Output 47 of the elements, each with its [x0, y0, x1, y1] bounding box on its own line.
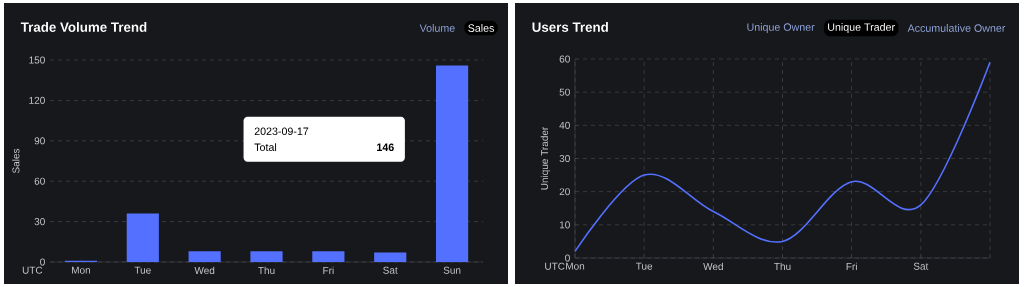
bar	[188, 251, 221, 262]
bar	[436, 65, 469, 262]
text: Volume	[419, 24, 455, 32]
x-axis-title: UTC	[22, 266, 43, 274]
text: Accumulative Owner	[907, 24, 1006, 32]
chart-title: Users Trend	[532, 22, 608, 32]
y-tick-label: 10	[559, 221, 570, 229]
x-axis-title: UTC	[545, 262, 565, 270]
x-tick-label: Mon	[566, 262, 585, 270]
y-tick-label: 40	[559, 121, 570, 129]
x-tick-label: Thu	[258, 266, 275, 275]
y-tick-label: 150	[29, 56, 45, 64]
bar	[126, 213, 159, 262]
text: Sales	[468, 24, 495, 32]
bar	[374, 252, 407, 262]
y-tick-label: 90	[34, 137, 45, 145]
bar	[312, 251, 345, 262]
line-series	[574, 61, 991, 253]
y-axis-title: Sales	[12, 148, 20, 174]
annotation: Total	[254, 143, 277, 152]
y-tick-label: 120	[29, 96, 45, 104]
annotation: 2023-09-17	[254, 127, 309, 136]
y-tick-label: 50	[559, 88, 570, 96]
x-tick-label: Wed	[194, 266, 215, 275]
y-axis-title: Unique Trader	[540, 126, 551, 190]
annotation: 146	[377, 143, 394, 152]
x-tick-label: Tue	[134, 266, 151, 274]
x-tick-label: Tue	[635, 262, 653, 270]
x-tick-label: Sat	[383, 266, 398, 274]
y-tick-label: 60	[559, 55, 570, 63]
bar	[250, 251, 283, 262]
x-tick-label: Sun	[443, 266, 461, 274]
x-tick-label: Mon	[72, 266, 91, 274]
x-tick-label: Fri	[323, 266, 334, 274]
text: Unique Trader	[828, 23, 895, 33]
chart-title: Trade Volume Trend	[20, 22, 147, 32]
y-tick-label: 0	[40, 258, 45, 266]
x-tick-label: Sat	[913, 262, 929, 270]
text: Unique Owner	[747, 23, 815, 33]
y-tick-label: 0	[565, 254, 570, 262]
x-tick-label: Thu	[774, 262, 791, 271]
y-tick-label: 20	[559, 188, 570, 196]
x-tick-label: Fri	[846, 262, 857, 270]
y-tick-label: 30	[34, 218, 45, 226]
y-tick-label: 30	[559, 154, 570, 163]
y-tick-label: 60	[34, 177, 45, 185]
x-tick-label: Wed	[703, 262, 723, 271]
